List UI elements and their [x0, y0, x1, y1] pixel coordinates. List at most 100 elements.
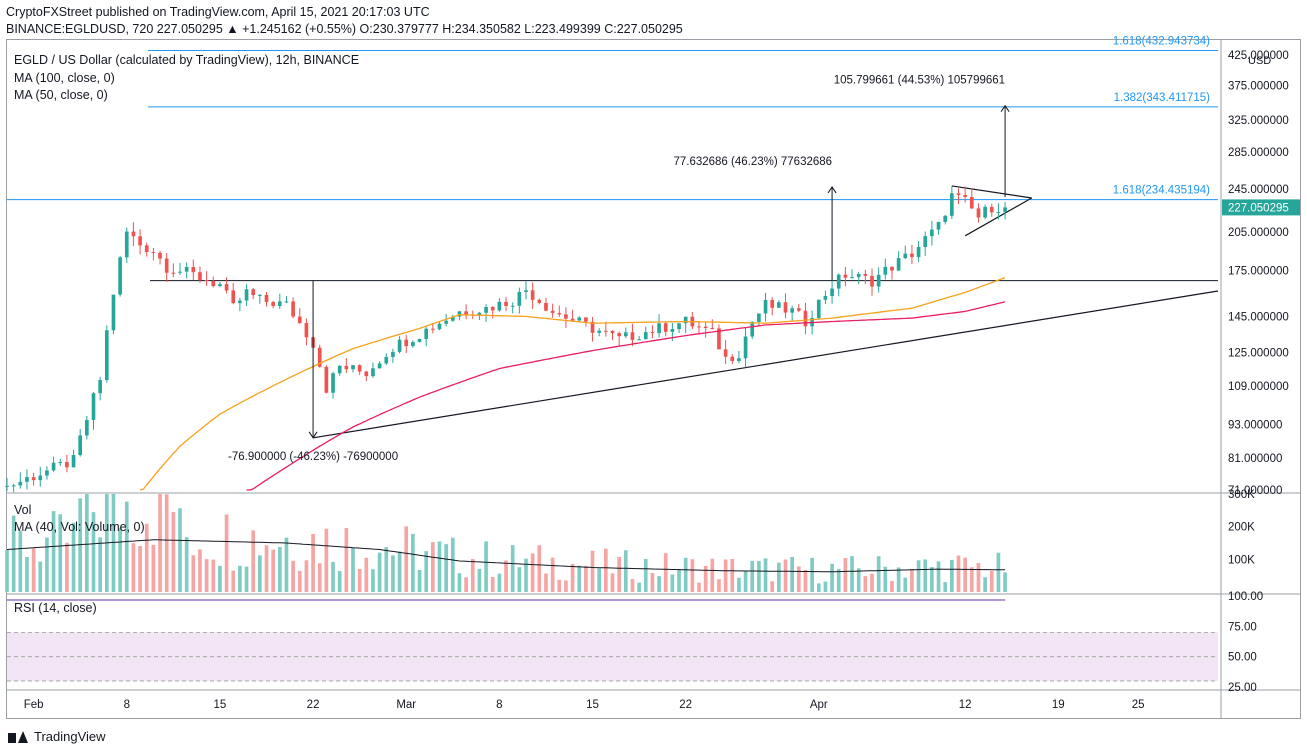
volume-bar	[903, 577, 908, 592]
volume-bar	[364, 557, 369, 592]
candle-body	[989, 206, 994, 213]
candle-body	[504, 301, 508, 307]
candle-body	[244, 289, 249, 301]
candle-body	[524, 290, 528, 292]
candle-body	[158, 252, 162, 259]
candle-body	[657, 323, 661, 334]
candle-body	[697, 326, 701, 328]
volume-bar	[577, 565, 582, 592]
volume-bar	[171, 511, 176, 592]
candle-body	[983, 206, 987, 218]
candle-body	[730, 356, 735, 361]
volume-bar	[910, 569, 914, 592]
ma50-line	[139, 277, 1006, 491]
volume-bar	[623, 550, 628, 592]
volume-bar	[497, 573, 502, 592]
volume-bar	[251, 530, 256, 592]
volume-axis-tick: 300K	[1228, 489, 1255, 501]
candle-body	[663, 323, 668, 332]
candle-body	[870, 275, 874, 287]
rsi-legend: RSI (14, close)	[14, 601, 97, 615]
volume-bar	[124, 501, 129, 592]
volume-bar	[184, 537, 189, 592]
volume-bar	[311, 533, 315, 592]
candle-body	[11, 485, 16, 487]
candle-body	[391, 351, 395, 358]
volume-bar	[18, 530, 23, 592]
volume-bar	[604, 548, 608, 592]
symbol-legend: EGLD / US Dollar (calculated by TradingV…	[14, 53, 360, 67]
volume-bar	[404, 526, 409, 592]
brand-label: TradingView	[34, 729, 106, 744]
candle-body	[91, 393, 96, 420]
ascending-trendline	[312, 290, 1219, 439]
volume-bar	[677, 569, 681, 592]
ma100-line	[246, 301, 1006, 491]
volume-bar	[25, 556, 29, 592]
candle-body	[490, 307, 495, 311]
candle-body	[883, 266, 888, 275]
volume-bar	[770, 581, 775, 592]
volume-bar	[58, 514, 63, 592]
measure-arrowhead	[308, 431, 318, 439]
candle-body	[264, 294, 269, 302]
last-price-marker	[1222, 199, 1300, 216]
volume-bar	[258, 555, 262, 592]
candle-body	[650, 332, 655, 334]
volume-bar	[863, 576, 868, 592]
volume-bar	[238, 565, 242, 592]
candle-body	[916, 246, 921, 258]
time-axis-tick: 8	[496, 699, 502, 711]
volume-bar	[717, 579, 721, 592]
volume-bar	[796, 566, 801, 592]
tradingview-brand[interactable]: TradingView	[8, 729, 106, 744]
candle-body	[251, 289, 256, 296]
candle-body	[184, 266, 189, 272]
volume-bar	[757, 561, 761, 592]
candle-body	[198, 272, 202, 281]
volume-bar	[324, 528, 329, 592]
candle-body	[777, 302, 781, 308]
volume-bar	[876, 556, 881, 592]
volume-bar	[643, 558, 648, 592]
volume-bar	[344, 528, 349, 592]
volume-bar	[65, 542, 69, 592]
candle-body	[896, 258, 901, 271]
candle-body	[351, 365, 355, 370]
candle-body	[803, 310, 808, 327]
candle-body	[377, 363, 382, 369]
volume-bar	[730, 559, 735, 592]
candle-body	[737, 358, 741, 361]
candle-body	[51, 462, 56, 471]
price-axis-tick: 125.000000	[1228, 347, 1289, 359]
candle-body	[790, 308, 794, 313]
volume-bar	[85, 494, 89, 592]
candle-body	[238, 300, 242, 304]
candle-body	[956, 193, 961, 196]
volume-bar	[610, 573, 615, 592]
candle-body	[597, 330, 602, 333]
candle-body	[823, 295, 828, 300]
volume-bar	[710, 558, 715, 592]
volume-bar	[151, 544, 156, 592]
candle-body	[683, 316, 688, 324]
volume-bar	[590, 550, 595, 592]
candle-body	[617, 333, 621, 337]
volume-bar	[630, 579, 635, 592]
volume-bar	[976, 563, 981, 592]
last-price-label: 227.050295	[1228, 202, 1289, 214]
volume-bar	[431, 542, 435, 592]
rsi-axis-tick: 75.00	[1228, 621, 1257, 633]
volume-bar	[484, 541, 488, 592]
volume-bar	[71, 522, 76, 592]
volume-bar	[963, 557, 967, 592]
volume-bar	[231, 570, 236, 592]
volume-bar	[111, 494, 116, 592]
volume-bar	[524, 558, 528, 592]
candle-body	[963, 195, 967, 197]
candle-body	[164, 258, 169, 273]
time-axis-tick: Mar	[396, 699, 416, 711]
candle-body	[830, 288, 834, 296]
candle-body	[743, 336, 748, 359]
